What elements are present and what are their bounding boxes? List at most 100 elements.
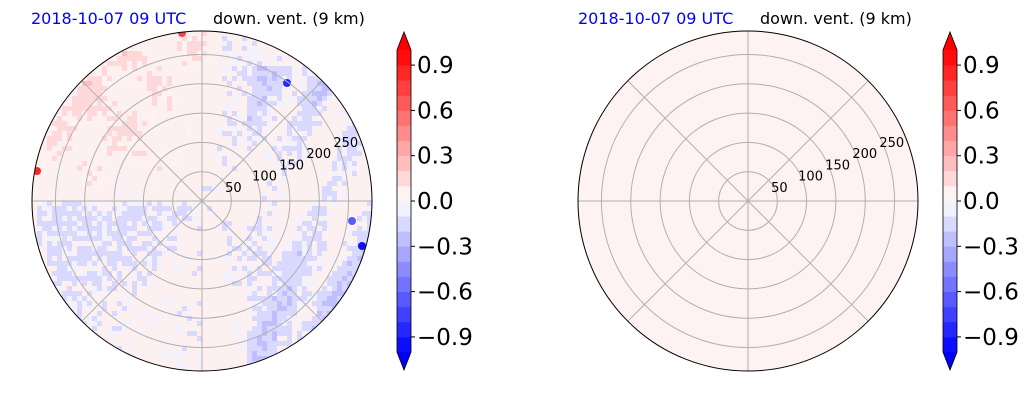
right-grid-ray-225 xyxy=(627,200,749,322)
left-field-cell xyxy=(302,136,307,141)
left-field-cell xyxy=(312,321,317,326)
left-field-cell xyxy=(97,321,102,326)
left-field-cell xyxy=(112,256,117,261)
left-field-cell xyxy=(142,121,147,126)
left-field-cell xyxy=(157,66,162,71)
right-radial-ticks: 50 100 150 200 250 xyxy=(771,136,904,196)
left-field-cell xyxy=(267,336,272,341)
left-field-cell xyxy=(322,296,327,301)
left-field-cell xyxy=(232,141,237,146)
left-field-cell xyxy=(277,331,282,336)
left-field-cell xyxy=(352,166,357,171)
left-field-cell xyxy=(307,256,312,261)
left-field-cell xyxy=(162,86,167,91)
left-field-cell xyxy=(237,346,242,351)
left-field-cell xyxy=(267,106,272,111)
left-field-cell xyxy=(82,301,87,306)
left-field-cell xyxy=(252,56,257,61)
left-field-cell xyxy=(192,271,197,276)
left-title-time: 2018-10-07 09 UTC xyxy=(31,9,186,28)
left-field-cell xyxy=(162,241,167,246)
left-field-cell xyxy=(222,51,227,56)
left-field-cell xyxy=(312,101,317,106)
left-field-cell xyxy=(292,311,297,316)
left-field-cell xyxy=(297,111,302,116)
left-field-cell xyxy=(307,81,312,86)
right-cbar-level xyxy=(943,95,957,111)
left-field-cell xyxy=(297,286,302,291)
left-field-cell xyxy=(72,236,77,241)
left-field-cell xyxy=(327,91,332,96)
left-field-cell xyxy=(342,156,347,161)
left-field-cell xyxy=(342,241,347,246)
left-field-cell xyxy=(302,271,307,276)
left-field-cell xyxy=(327,186,332,191)
left-cbar-level xyxy=(397,140,411,157)
left-field-cell xyxy=(222,161,227,166)
left-field-cell xyxy=(247,266,252,271)
left-field-cell xyxy=(102,246,107,251)
left-field-cell xyxy=(227,281,232,286)
left-field-cell xyxy=(262,301,267,306)
left-field-cell xyxy=(132,291,137,296)
left-field-cell xyxy=(257,341,262,346)
left-field-cell xyxy=(252,46,257,51)
left-field-cell xyxy=(152,111,157,116)
left-field-cell xyxy=(82,256,87,261)
left-field-cell xyxy=(292,131,297,136)
left-field-cell xyxy=(112,141,117,146)
left-field-cell xyxy=(217,146,222,151)
left-field-cell xyxy=(347,161,352,166)
left-field-cell xyxy=(162,226,167,231)
left-field-cell xyxy=(172,81,177,86)
left-field-cell xyxy=(97,76,102,81)
left-cbar-level xyxy=(397,216,411,232)
left-field-cell xyxy=(102,151,107,156)
left-field-cell xyxy=(257,311,262,316)
left-field-cell xyxy=(302,281,307,286)
left-field-cell xyxy=(127,246,132,251)
left-field-cell xyxy=(302,91,307,96)
left-field-cell xyxy=(327,191,332,196)
left-field-cell xyxy=(242,136,247,141)
left-field-cell xyxy=(317,91,322,96)
left-field-cell xyxy=(322,241,327,246)
left-field-cell xyxy=(232,246,237,251)
left-field-cell xyxy=(177,311,182,316)
left-field-cell xyxy=(302,326,307,331)
left-field-cell xyxy=(137,271,142,276)
left-cbar-level xyxy=(397,110,411,126)
left-field-cell xyxy=(67,276,72,281)
left-field-cell xyxy=(117,271,122,276)
left-field-cell xyxy=(137,211,142,216)
left-field-cell xyxy=(327,306,332,311)
left-field-cell xyxy=(197,321,202,326)
left-field-cell xyxy=(82,216,87,221)
left-field-cell xyxy=(107,81,112,86)
left-field-cell xyxy=(337,296,342,301)
left-field-cell xyxy=(277,136,282,141)
left-field-cell xyxy=(152,266,157,271)
left-field-cell xyxy=(282,261,287,266)
left-field-cell xyxy=(152,316,157,321)
left-field-cell xyxy=(347,131,352,136)
left-field-cell xyxy=(242,146,247,151)
left-field-cell xyxy=(97,231,102,236)
left-field-cell xyxy=(267,306,272,311)
left-field-cell xyxy=(122,256,127,261)
left-field-cell xyxy=(367,216,372,221)
left-field-cell xyxy=(312,281,317,286)
left-field-cell xyxy=(217,131,222,136)
left-field-cell xyxy=(47,256,52,261)
left-field-cell xyxy=(232,261,237,266)
left-field-cell xyxy=(342,256,347,261)
left-field-cell xyxy=(122,56,127,61)
left-field-cell xyxy=(77,216,82,221)
left-field-cell xyxy=(117,231,122,236)
left-field-cell xyxy=(67,301,72,306)
left-field-cell xyxy=(87,161,92,166)
left-field-cell xyxy=(157,226,162,231)
left-field-cell xyxy=(282,251,287,256)
left-field-cell xyxy=(82,276,87,281)
right-radial-tick-100: 100 xyxy=(798,170,823,185)
